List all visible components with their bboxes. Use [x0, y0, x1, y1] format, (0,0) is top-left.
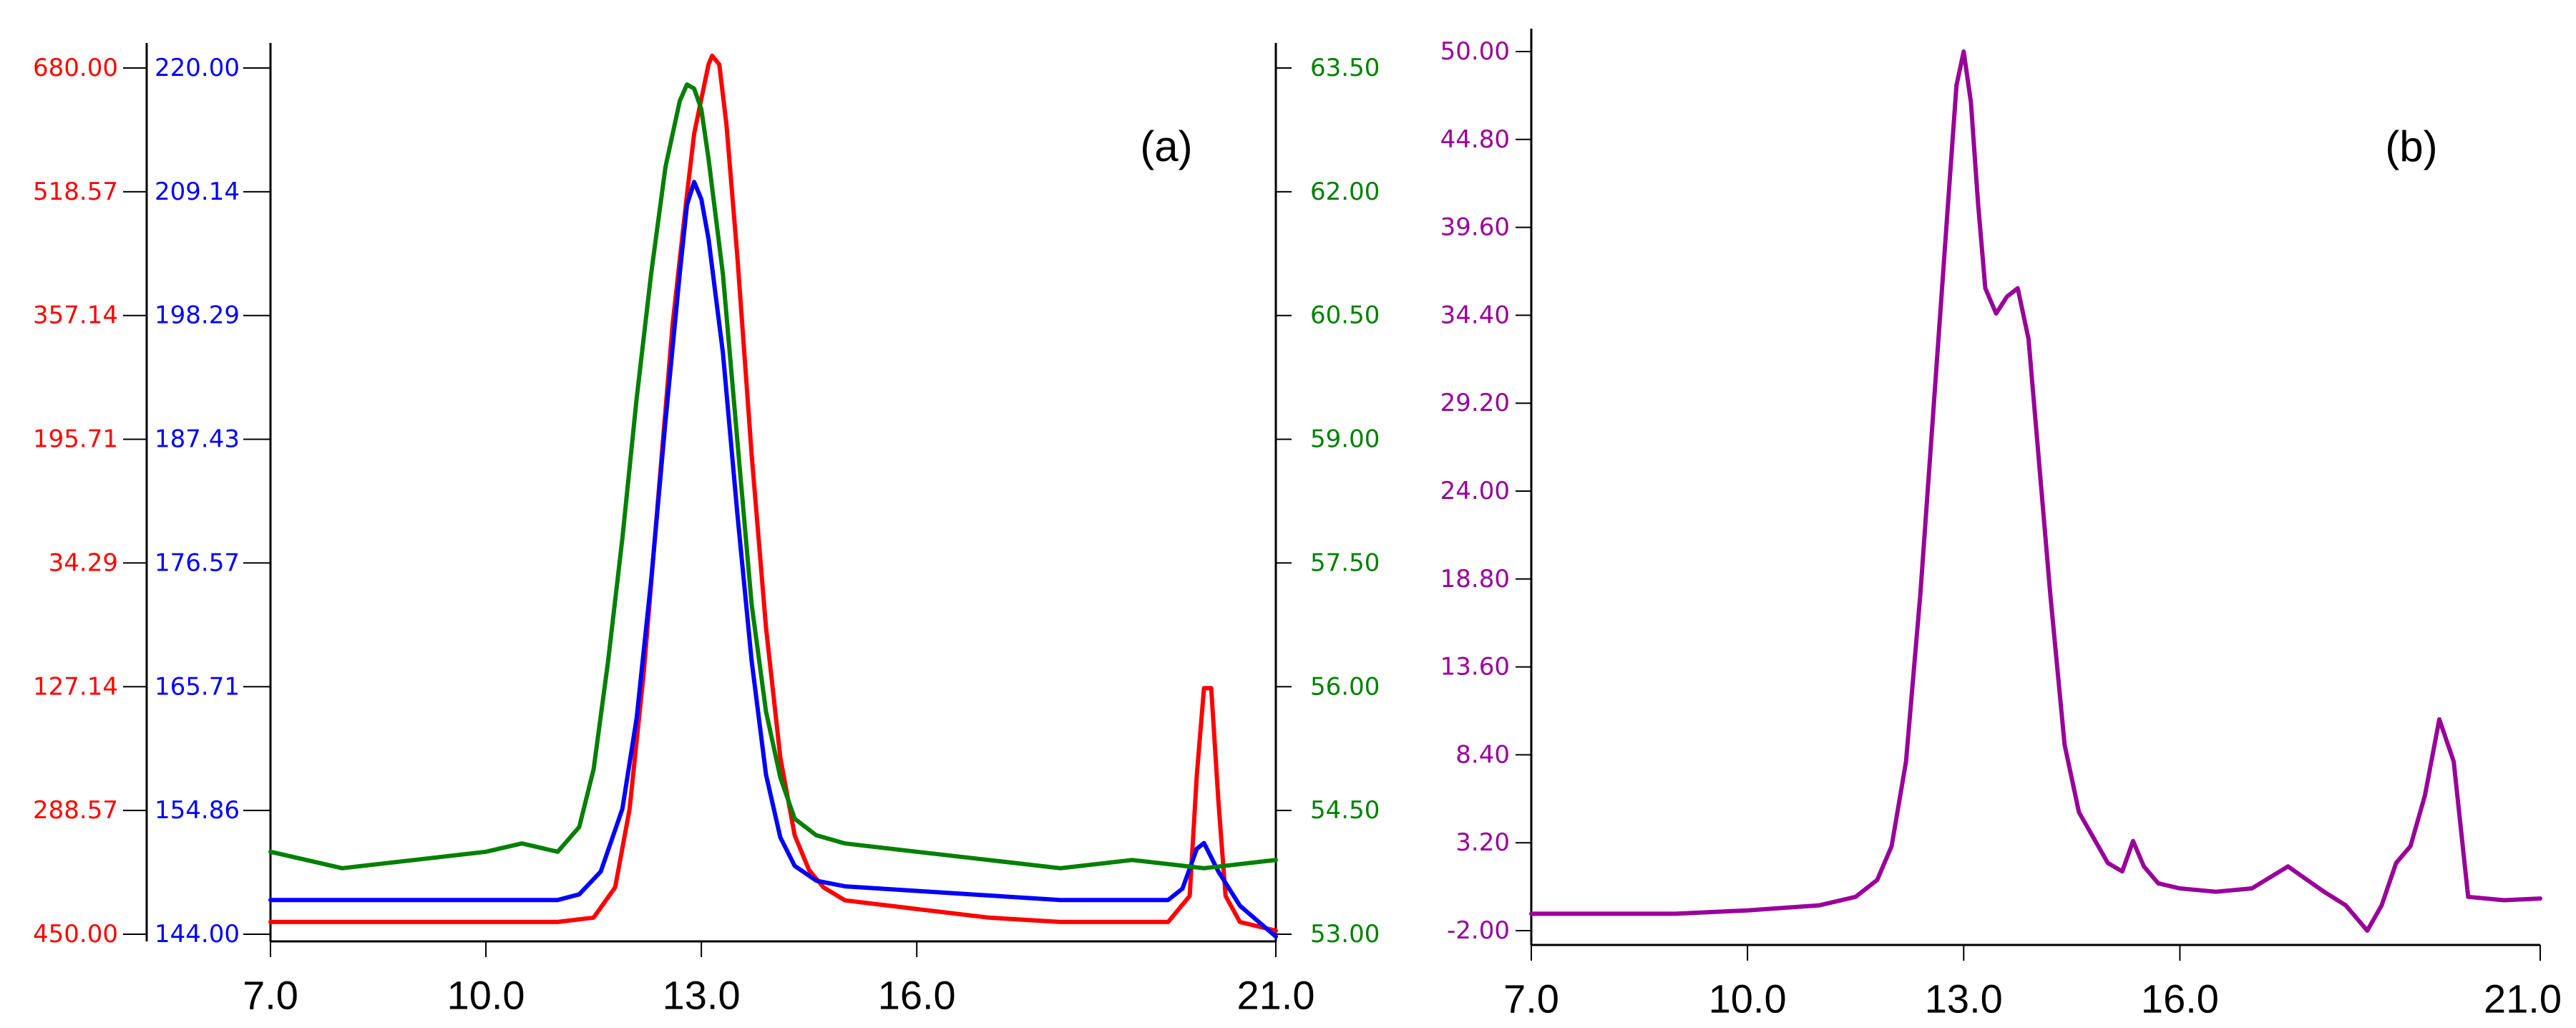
panel-b-y-tick-label: 50.00: [1440, 37, 1510, 66]
panel-b-y-tick-label: 24.00: [1440, 477, 1510, 505]
panel-a-x-tick-label: 7.0: [243, 973, 298, 1018]
panel-a-right-y-tick-label: 63.50: [1310, 54, 1380, 82]
panel-a-series: [268, 53, 1278, 939]
panel-b-purple-series-line: [1529, 49, 2542, 933]
panel-a-x-tick-label: 16.0: [878, 973, 956, 1018]
panel-a-right-y-tick-label: 56.00: [1310, 672, 1380, 701]
panel-b-x-tick-label: 16.0: [2141, 976, 2219, 1022]
panel-a-right-y-tick-label: 60.50: [1310, 301, 1380, 330]
panel-b-x-tick-label: 13.0: [1925, 976, 2003, 1022]
chart-panel-a: 680.00 518.57 357.14 195.71 34.29 127.14 288.5…: [33, 43, 1380, 1018]
panel-a-green-series-line: [268, 82, 1278, 871]
panel-a-inner-y-tick-label: 209.14: [155, 178, 240, 206]
panel-b-y-tick-label: -2.00: [1447, 916, 1510, 945]
panel-a-ticks: 680.00 518.57 357.14 195.71 34.29 127.14 288.5…: [33, 54, 1380, 1018]
panel-b-ticks: 50.00 44.80 39.60 34.40 29.20 24.00 18.80 13.60…: [1440, 37, 2562, 1022]
panel-a-outer-y-tick-label: 450.00: [33, 920, 118, 949]
panel-a-x-tick-label: 10.0: [447, 973, 525, 1018]
panel-a-inner-y-tick-label: 220.00: [155, 54, 240, 82]
panel-b-y-tick-label: 3.20: [1455, 828, 1510, 857]
chart-panel-b: 50.00 44.80 39.60 34.40 29.20 24.00 18.80 13.60…: [1440, 29, 2562, 1022]
panel-b-axes: [1530, 29, 2540, 946]
panel-a-outer-y-tick-label: 34.29: [49, 548, 118, 577]
panel-a-inner-y-tick-label: 187.43: [155, 425, 240, 454]
panel-a-label: (a): [1140, 122, 1192, 170]
panel-a-blue-series-line: [268, 180, 1278, 939]
panel-b-y-tick-label: 8.40: [1455, 740, 1510, 769]
panel-b-y-tick-label: 18.80: [1440, 565, 1510, 593]
panel-b-y-tick-label: 44.80: [1440, 125, 1510, 154]
panel-b-series: [1529, 49, 2542, 933]
panel-b-y-tick-label: 13.60: [1440, 653, 1510, 682]
panel-a-outer-y-tick-label: 288.57: [33, 796, 118, 825]
panel-a-outer-y-tick-label: 357.14: [33, 301, 118, 330]
panel-a-axes: [145, 43, 1277, 943]
panel-a-inner-y-tick-label: 154.86: [155, 796, 240, 825]
panel-a-right-y-tick-label: 54.50: [1310, 796, 1380, 825]
panel-a-x-tick-label: 13.0: [663, 973, 741, 1018]
panel-a-right-y-tick-label: 57.50: [1310, 548, 1380, 577]
panel-b-y-tick-label: 29.20: [1440, 389, 1510, 417]
panel-a-inner-y-tick-label: 198.29: [155, 301, 240, 330]
panel-a-outer-y-tick-label: 518.57: [33, 178, 118, 206]
panel-b-x-tick-label: 21.0: [2484, 976, 2562, 1022]
panel-b-x-tick-label: 7.0: [1503, 976, 1559, 1022]
panel-a-outer-y-tick-label: 195.71: [33, 425, 118, 454]
panel-a-outer-y-tick-label: 127.14: [33, 672, 118, 701]
panel-b-x-tick-label: 10.0: [1709, 976, 1787, 1022]
panel-b-y-tick-label: 39.60: [1440, 213, 1510, 242]
panel-a-right-y-tick-label: 53.00: [1310, 920, 1380, 949]
panel-a-inner-y-tick-label: 144.00: [155, 920, 240, 949]
panel-a-inner-y-tick-label: 176.57: [155, 548, 240, 577]
panel-a-x-tick-label: 21.0: [1237, 973, 1315, 1018]
panel-b-label: (b): [2385, 122, 2437, 170]
panel-a-inner-y-tick-label: 165.71: [155, 672, 240, 701]
panel-a-right-y-tick-label: 59.00: [1310, 425, 1380, 454]
panel-b-y-tick-label: 34.40: [1440, 301, 1510, 329]
panel-a-outer-y-tick-label: 680.00: [33, 54, 118, 82]
panel-a-right-y-tick-label: 62.00: [1310, 178, 1380, 206]
